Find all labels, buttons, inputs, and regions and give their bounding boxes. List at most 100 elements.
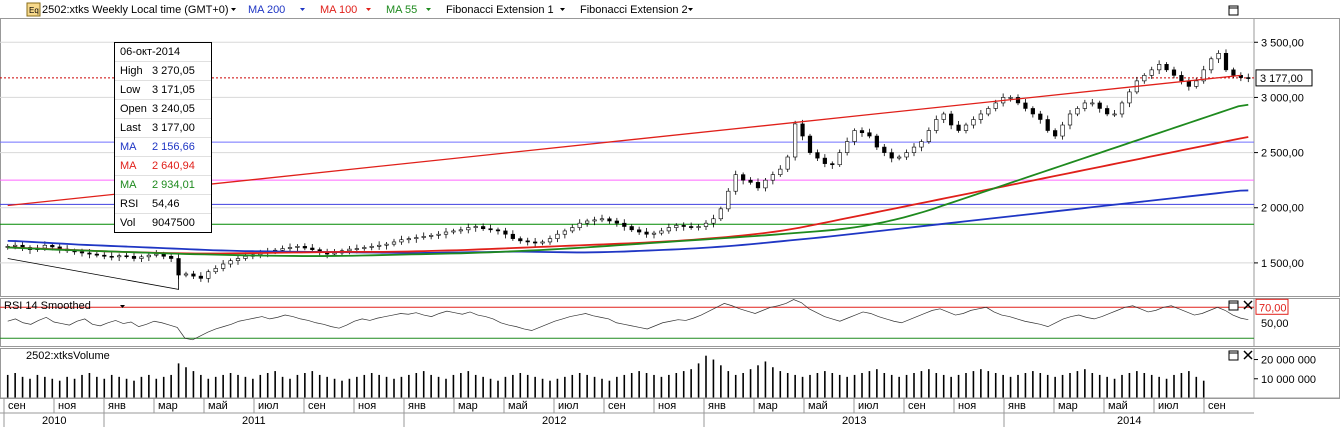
month-label-24: сен	[1208, 400, 1226, 412]
candle-body-127	[949, 113, 954, 126]
candle-body-138	[1030, 108, 1035, 115]
candle-body-148	[1105, 108, 1110, 115]
candle-body-121	[904, 152, 909, 158]
candle-body-163	[1216, 53, 1221, 60]
month-label-4: май	[208, 400, 228, 412]
candle-body-19	[146, 254, 151, 258]
month-label-2: янв	[108, 400, 126, 412]
volume-title: 2502:xtksVolume	[26, 350, 110, 362]
candle-body-75	[562, 230, 567, 235]
month-label-23: июл	[1158, 400, 1179, 412]
candle-body-110	[822, 157, 827, 164]
candle-body-32	[243, 255, 248, 259]
month-label-5: июл	[258, 400, 279, 412]
month-label-15: мар	[758, 400, 778, 412]
candle-body-94	[703, 222, 709, 227]
candle-body-164	[1223, 53, 1229, 71]
candle-body-153	[1142, 75, 1147, 82]
candle-body-125	[934, 119, 939, 131]
candle-body-141	[1053, 130, 1058, 137]
candle-body-118	[882, 146, 887, 153]
candle-body-106	[793, 123, 798, 158]
candle-body-143	[1067, 113, 1073, 126]
indicator-1: MA 100	[320, 4, 357, 16]
maximize-icon-2	[1228, 350, 1239, 361]
fibonacci-extension-line	[7, 74, 1241, 207]
candle-body-90	[674, 225, 679, 228]
candle-body-12	[94, 253, 99, 256]
candle-body-135	[1008, 97, 1013, 99]
candle-body-63	[473, 226, 478, 228]
price-tick-label-4: 1 500,00	[1261, 258, 1304, 270]
info-row-high: High 3 270,05	[115, 62, 211, 81]
last-price-tag	[1255, 69, 1313, 87]
indicator-chevron-down-icon-2	[426, 8, 431, 11]
info-value: 2 640,94	[152, 160, 195, 172]
indicator-chevron-down-icon-0	[300, 8, 305, 11]
month-label-9: мар	[458, 400, 478, 412]
candle-body-159	[1186, 80, 1191, 87]
candle-body-147	[1097, 102, 1102, 109]
rsi-tick-label-1: 50,00	[1261, 318, 1289, 330]
info-row-ma: MA 2 640,94	[115, 157, 211, 176]
info-label: MA	[120, 160, 137, 172]
month-label-16: май	[808, 400, 828, 412]
month-label-22: май	[1108, 400, 1128, 412]
price-tick-label-0: 3 500,00	[1261, 37, 1304, 49]
year-label-2: 2012	[542, 415, 566, 427]
candle-body-89	[666, 227, 671, 232]
candle-body-101	[755, 182, 761, 189]
candle-body-133	[993, 102, 998, 109]
info-value: 3 171,05	[152, 84, 195, 96]
indicator-3: Fibonacci Extension 1	[446, 4, 554, 16]
volume-tick-label-0: 20 000 000	[1261, 355, 1316, 367]
candle-body-149	[1112, 113, 1117, 116]
year-label-4: 2014	[1117, 415, 1141, 427]
month-label-18: сен	[908, 400, 926, 412]
indicator-chevron-down-icon-1	[366, 8, 371, 11]
info-row-ma: MA 2 156,66	[115, 138, 211, 157]
info-row-open: Open 3 240,05	[115, 100, 211, 119]
candle-body-128	[956, 124, 961, 131]
candle-body-160	[1194, 80, 1199, 87]
candle-body-73	[547, 238, 553, 243]
candle-body-92	[689, 226, 694, 228]
candle-body-82	[614, 220, 619, 224]
candle-body-155	[1157, 64, 1162, 71]
info-row-low: Low 3 171,05	[115, 81, 211, 100]
rsi-line	[7, 299, 1249, 341]
candle-body-28	[213, 268, 218, 273]
ohlc-info-box: 06-окт-2014 High 3 270,05 Low 3 171,05 Open 3…	[114, 42, 212, 233]
month-label-19: ноя	[958, 400, 976, 412]
candle-body-47	[354, 248, 359, 250]
candle-body-161	[1201, 69, 1206, 82]
candle-body-49	[369, 246, 374, 248]
candle-body-69	[518, 238, 523, 242]
candle-body-144	[1075, 108, 1080, 115]
candle-body-81	[607, 218, 612, 222]
month-label-8: янв	[408, 400, 426, 412]
candle-body-10	[79, 251, 85, 254]
rsi-upper-tag	[1255, 298, 1289, 315]
candle-body-52	[391, 241, 397, 245]
indicator-2: MA 55	[386, 4, 417, 16]
candle-body-109	[815, 152, 820, 159]
info-value: 54,46	[152, 198, 180, 210]
candle-body-158	[1179, 75, 1184, 82]
candle-body-5	[42, 244, 47, 249]
rsi-title: RSI 14 Smoothed	[4, 300, 91, 312]
info-row-vol: Vol 9047500	[115, 214, 211, 232]
info-value: 9047500	[152, 217, 195, 229]
month-label-10: май	[508, 400, 528, 412]
close-icon-1	[1243, 300, 1253, 310]
candle-body-157	[1171, 69, 1177, 76]
candle-body-88	[659, 230, 664, 234]
candle-body-15	[117, 255, 122, 258]
month-label-21: мар	[1058, 400, 1078, 412]
info-label: Vol	[120, 217, 136, 229]
candle-body-98	[733, 174, 738, 192]
info-value: 2 156,66	[152, 141, 195, 153]
candle-body-99	[741, 174, 746, 181]
candle-body-167	[1246, 77, 1251, 79]
